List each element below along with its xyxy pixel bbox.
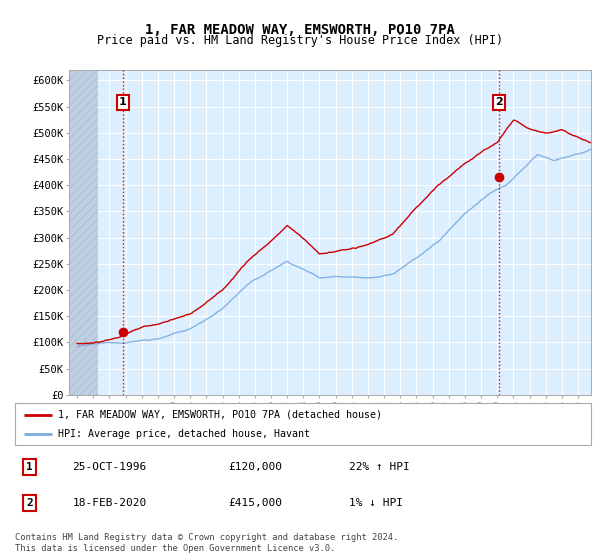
Text: 25-OCT-1996: 25-OCT-1996 bbox=[73, 462, 147, 472]
Text: 18-FEB-2020: 18-FEB-2020 bbox=[73, 498, 147, 508]
Text: 2: 2 bbox=[26, 498, 33, 508]
Text: Price paid vs. HM Land Registry's House Price Index (HPI): Price paid vs. HM Land Registry's House … bbox=[97, 34, 503, 48]
Text: HPI: Average price, detached house, Havant: HPI: Average price, detached house, Hava… bbox=[58, 429, 310, 439]
Bar bbox=[69, 70, 98, 395]
Text: £415,000: £415,000 bbox=[228, 498, 282, 508]
FancyBboxPatch shape bbox=[15, 403, 591, 445]
Text: 1, FAR MEADOW WAY, EMSWORTH, PO10 7PA (detached house): 1, FAR MEADOW WAY, EMSWORTH, PO10 7PA (d… bbox=[58, 409, 382, 419]
Text: 1: 1 bbox=[119, 97, 127, 108]
Text: 1, FAR MEADOW WAY, EMSWORTH, PO10 7PA: 1, FAR MEADOW WAY, EMSWORTH, PO10 7PA bbox=[145, 23, 455, 37]
Text: Contains HM Land Registry data © Crown copyright and database right 2024.: Contains HM Land Registry data © Crown c… bbox=[15, 533, 398, 542]
Text: 2: 2 bbox=[496, 97, 503, 108]
Text: 1% ↓ HPI: 1% ↓ HPI bbox=[349, 498, 403, 508]
Text: This data is licensed under the Open Government Licence v3.0.: This data is licensed under the Open Gov… bbox=[15, 544, 335, 553]
Text: 1: 1 bbox=[26, 462, 33, 472]
Text: £120,000: £120,000 bbox=[228, 462, 282, 472]
Text: 22% ↑ HPI: 22% ↑ HPI bbox=[349, 462, 410, 472]
